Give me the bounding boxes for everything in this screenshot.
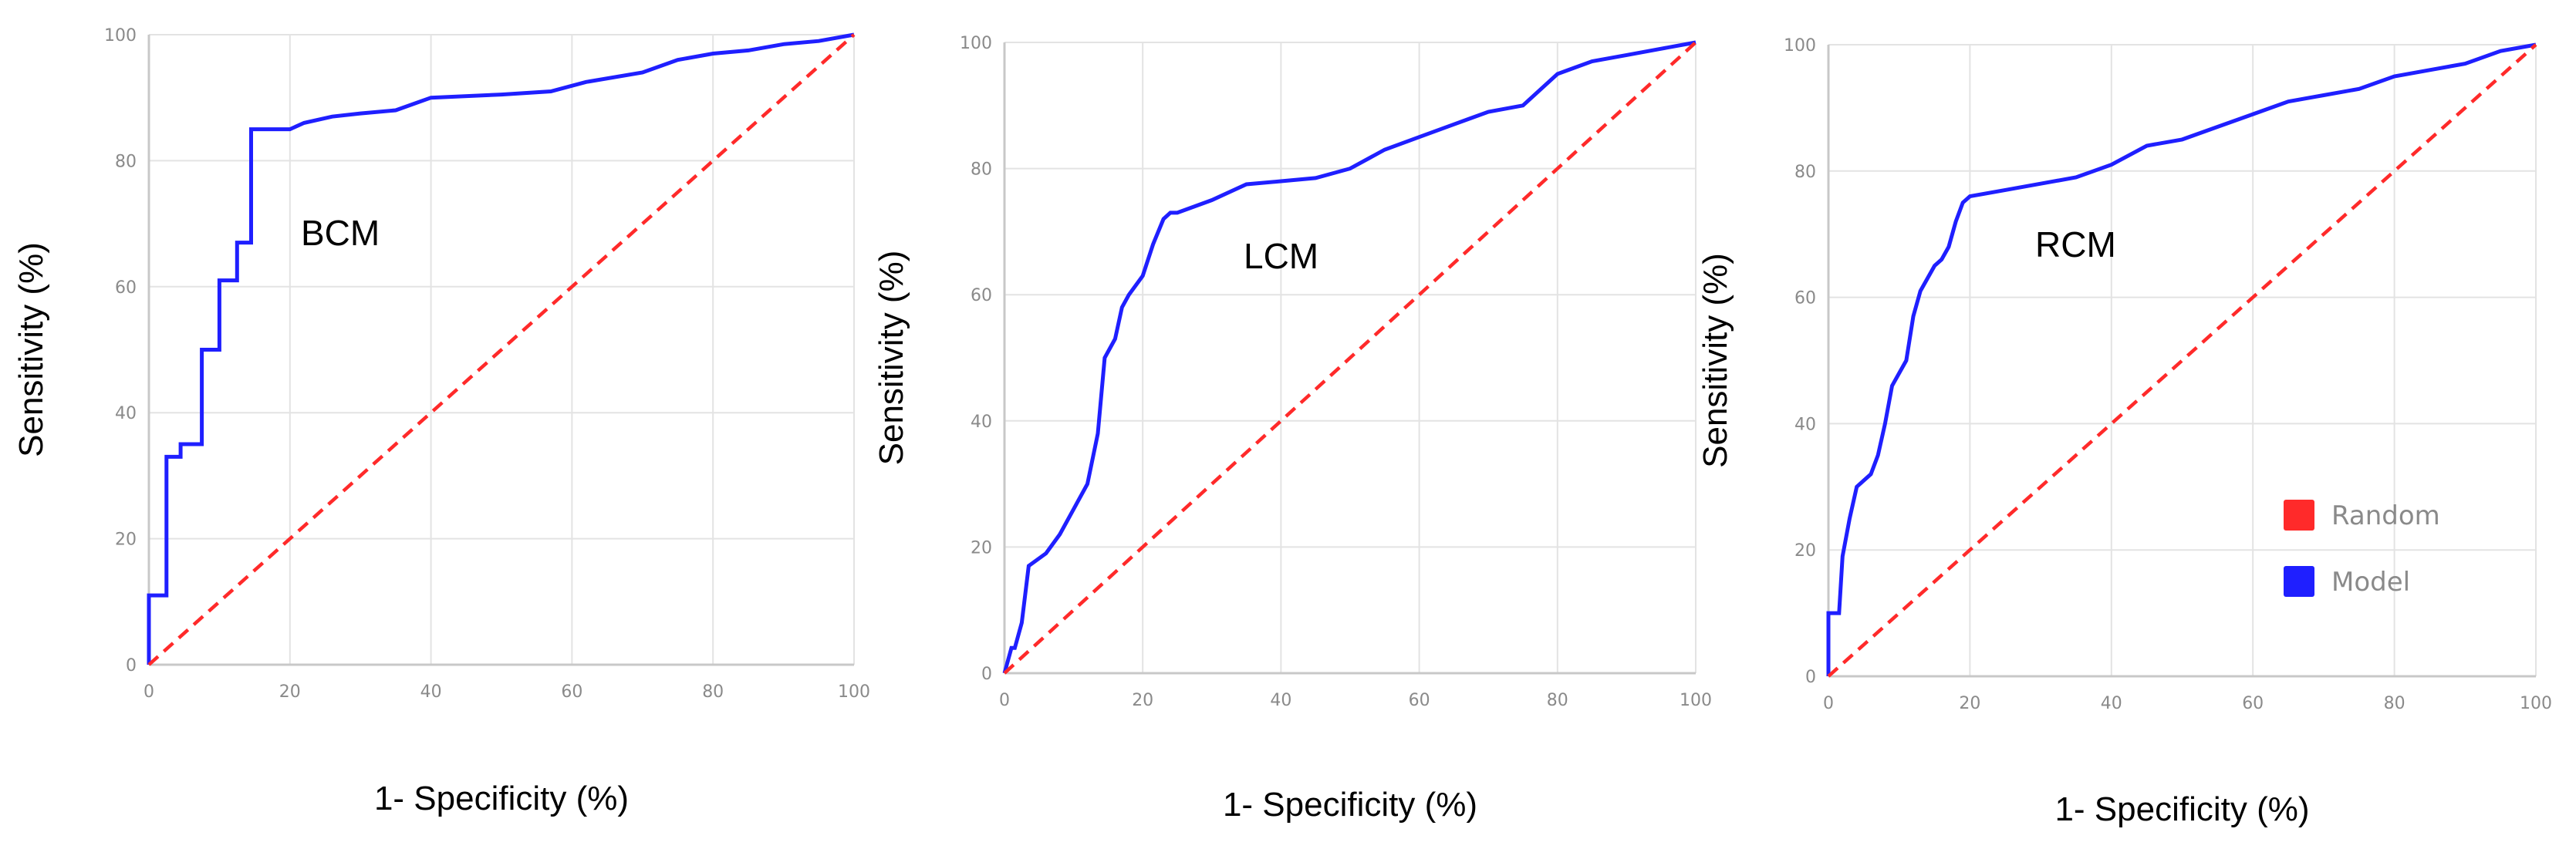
y-tick-label: 100 bbox=[960, 34, 992, 53]
model-roc-series-line bbox=[147, 32, 855, 665]
legend-swatch bbox=[2284, 566, 2314, 597]
x-tick-label: 80 bbox=[2384, 694, 2406, 713]
y-tick-label: 0 bbox=[1805, 668, 1816, 687]
y-tick-label: 100 bbox=[104, 26, 137, 45]
random-series-line bbox=[1827, 43, 2537, 678]
model-roc-series-line bbox=[1826, 42, 2537, 676]
x-tick-label: 20 bbox=[1959, 694, 1980, 713]
x-tick-label: 0 bbox=[143, 682, 154, 702]
y-tick-label: 60 bbox=[971, 286, 992, 305]
x-tick-label: 40 bbox=[2101, 694, 2122, 713]
curve-annotation: BCM bbox=[301, 213, 380, 253]
x-tick-label: 100 bbox=[2520, 694, 2552, 713]
y-tick-label: 40 bbox=[115, 404, 137, 423]
x-axis-title: 1- Specificity (%) bbox=[2054, 790, 2309, 828]
x-tick-label: 100 bbox=[838, 682, 870, 702]
legend-swatch bbox=[2284, 500, 2314, 531]
y-tick-label: 80 bbox=[971, 160, 992, 180]
x-tick-label: 40 bbox=[1270, 691, 1291, 710]
x-tick-label: 80 bbox=[702, 682, 724, 702]
curve-annotation: RCM bbox=[2035, 224, 2116, 264]
y-tick-label: 20 bbox=[1794, 541, 1816, 561]
x-tick-label: 20 bbox=[1132, 691, 1153, 710]
y-tick-label: 20 bbox=[971, 538, 992, 558]
x-tick-label: 60 bbox=[561, 682, 582, 702]
y-tick-label: 80 bbox=[115, 152, 137, 171]
y-tick-label: 100 bbox=[1784, 36, 1816, 56]
x-axis-title: 1- Specificity (%) bbox=[374, 780, 629, 817]
x-axis-title: 1- Specificity (%) bbox=[1223, 786, 1477, 824]
x-tick-label: 0 bbox=[999, 691, 1010, 710]
y-axis-title: Sensitivity (%) bbox=[1697, 253, 1734, 468]
y-axis-title: Sensitivity (%) bbox=[873, 251, 910, 466]
random-series-line bbox=[1003, 41, 1697, 675]
legend-label: Random bbox=[2331, 500, 2440, 531]
y-tick-label: 60 bbox=[1794, 289, 1816, 308]
x-tick-label: 60 bbox=[1409, 691, 1430, 710]
x-tick-label: 80 bbox=[1547, 691, 1568, 710]
x-tick-label: 60 bbox=[2242, 694, 2264, 713]
y-tick-label: 20 bbox=[115, 531, 137, 550]
x-tick-label: 20 bbox=[279, 682, 301, 702]
curve-annotation: LCM bbox=[1244, 236, 1318, 276]
x-tick-label: 100 bbox=[1680, 691, 1712, 710]
random-series-line bbox=[147, 33, 856, 666]
model-roc-series-line bbox=[1002, 40, 1697, 674]
x-tick-label: 40 bbox=[420, 682, 442, 702]
y-axis-title: Sensitivity (%) bbox=[12, 242, 50, 457]
y-tick-label: 40 bbox=[1794, 415, 1816, 434]
y-tick-label: 0 bbox=[126, 656, 137, 675]
y-tick-label: 60 bbox=[115, 278, 137, 298]
x-tick-label: 0 bbox=[1823, 694, 1834, 713]
y-tick-label: 0 bbox=[981, 665, 992, 684]
y-tick-label: 80 bbox=[1794, 163, 1816, 182]
y-tick-label: 40 bbox=[971, 413, 992, 432]
legend-label: Model bbox=[2331, 567, 2410, 598]
